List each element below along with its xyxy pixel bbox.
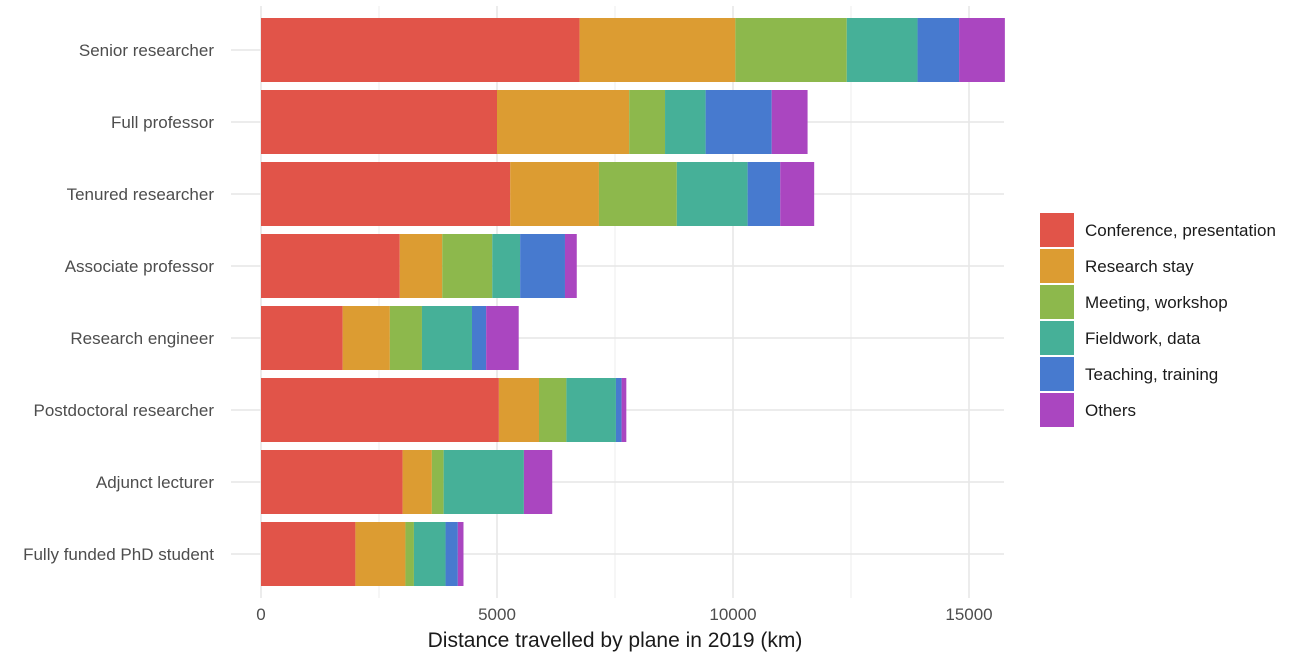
bar-segment-conference-presentation-1 [261, 90, 497, 154]
legend-key [1040, 321, 1074, 355]
legend-label: Fieldwork, data [1085, 329, 1201, 348]
legend-key [1040, 285, 1074, 319]
legend-label: Research stay [1085, 257, 1194, 276]
bar-segment-conference-presentation-4 [261, 306, 343, 370]
y-tick-label: Adjunct lecturer [96, 473, 214, 492]
y-tick-label: Senior researcher [79, 41, 214, 60]
y-tick-label: Tenured researcher [67, 185, 215, 204]
bar-segment-research-stay-4 [342, 306, 390, 370]
bar-segment-teaching-training-0 [917, 18, 960, 82]
y-tick-labels: Senior researcher Full professor Tenured r… [23, 41, 214, 564]
bar-segment-fieldwork-data-7 [413, 522, 446, 586]
bar-segment-fieldwork-data-0 [846, 18, 918, 82]
bar-segment-research-stay-1 [497, 90, 630, 154]
bar-segment-conference-presentation-5 [261, 378, 499, 442]
bar-segment-conference-presentation-7 [261, 522, 356, 586]
bar-segment-fieldwork-data-6 [443, 450, 524, 514]
bar-segment-others-2 [780, 162, 815, 226]
x-tick-label: 5000 [478, 605, 516, 624]
y-tick-label: Full professor [111, 113, 214, 132]
bar-segment-teaching-training-2 [747, 162, 781, 226]
bar-segment-conference-presentation-0 [261, 18, 580, 82]
x-tick-label: 10000 [709, 605, 756, 624]
bar-segment-research-stay-2 [510, 162, 599, 226]
bar-segment-meeting-workshop-3 [442, 234, 493, 298]
y-tick-label: Associate professor [65, 257, 215, 276]
bar-segment-others-0 [959, 18, 1005, 82]
bar-segment-meeting-workshop-2 [598, 162, 677, 226]
bar-segment-others-3 [564, 234, 577, 298]
bar-segment-teaching-training-3 [520, 234, 565, 298]
legend-label: Meeting, workshop [1085, 293, 1228, 312]
legend-key [1040, 357, 1074, 391]
bar-segment-meeting-workshop-5 [539, 378, 567, 442]
bar-segment-research-stay-7 [355, 522, 406, 586]
bar-segment-research-stay-3 [399, 234, 443, 298]
x-axis-title: Distance travelled by plane in 2019 (km) [428, 629, 803, 652]
bar-segment-teaching-training-5 [615, 378, 622, 442]
bar-segment-others-4 [486, 306, 519, 370]
y-tick-label: Fully funded PhD student [23, 545, 214, 564]
bars [261, 18, 1005, 586]
bar-segment-meeting-workshop-1 [629, 90, 666, 154]
legend-key [1040, 393, 1074, 427]
bar-segment-others-1 [771, 90, 808, 154]
bar-segment-teaching-training-7 [445, 522, 458, 586]
bar-segment-others-5 [621, 378, 627, 442]
bar-segment-fieldwork-data-5 [566, 378, 616, 442]
bar-segment-conference-presentation-2 [261, 162, 511, 226]
bar-segment-meeting-workshop-6 [431, 450, 444, 514]
bar-segment-research-stay-5 [498, 378, 540, 442]
bar-segment-meeting-workshop-4 [389, 306, 422, 370]
legend-label: Conference, presentation [1085, 221, 1276, 240]
y-tick-label: Postdoctoral researcher [34, 401, 215, 420]
x-tick-label: 15000 [945, 605, 992, 624]
bar-segment-meeting-workshop-0 [735, 18, 847, 82]
bar-segment-others-6 [523, 450, 553, 514]
bar-segment-conference-presentation-3 [261, 234, 400, 298]
bar-segment-fieldwork-data-2 [676, 162, 748, 226]
bar-segment-teaching-training-4 [471, 306, 487, 370]
bar-segment-teaching-training-1 [705, 90, 772, 154]
bar-segment-fieldwork-data-3 [492, 234, 521, 298]
y-tick-label: Research engineer [70, 329, 214, 348]
bar-segment-others-7 [457, 522, 464, 586]
bar-segment-fieldwork-data-4 [421, 306, 472, 370]
x-tick-labels: 0 5000 10000 15000 [256, 605, 992, 624]
bar-segment-fieldwork-data-1 [665, 90, 706, 154]
x-tick-label: 0 [256, 605, 265, 624]
legend-key [1040, 213, 1074, 247]
legend: Conference, presentation Research stay Mee… [1040, 213, 1276, 427]
legend-key [1040, 249, 1074, 283]
legend-label: Others [1085, 401, 1136, 420]
bar-segment-research-stay-0 [579, 18, 736, 82]
bar-segment-conference-presentation-6 [261, 450, 403, 514]
bar-segment-research-stay-6 [402, 450, 432, 514]
legend-label: Teaching, training [1085, 365, 1218, 384]
bar-segment-meeting-workshop-7 [405, 522, 414, 586]
